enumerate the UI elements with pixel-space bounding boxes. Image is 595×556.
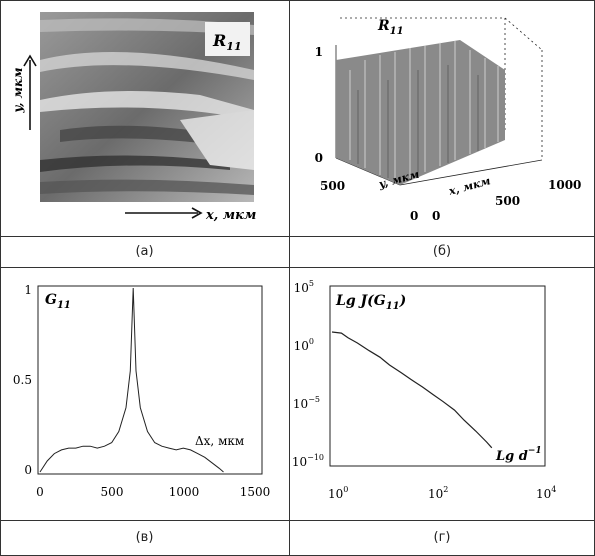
d-xtick-exp-1: 2 [443,485,448,494]
panel-d-label: Lg J(G [335,293,386,309]
spectrum-line [331,331,493,449]
panel-a-label-sub: 11 [226,40,241,53]
panel-b-surface: R11 1 0 y, мкм x, мкм 500 0 0 500 1000 [315,17,581,223]
panel-d-label-sub: 11 [386,301,400,312]
surface-shape [336,40,505,185]
c-ytick-1: 1 [24,283,32,297]
svg-text:10−10: 10−10 [292,453,324,469]
d-xtick-base-1: 10 [428,487,443,501]
y-tick-500: 500 [320,179,345,193]
caption-a: (а) [135,244,154,259]
svg-text:102: 102 [428,485,448,501]
svg-text:G11: G11 [45,292,71,311]
chart-c-series [39,287,224,473]
panel-b-label-sub: 11 [390,26,404,37]
d-ytick-exp-2: −5 [308,395,320,404]
d-ytick-base-1: 10 [294,339,309,353]
panel-c-xlabel: Δx, мкм [195,434,244,448]
d-ytick-exp-3: −10 [307,453,324,462]
d-ytick-exp-0: 5 [309,279,314,288]
x-axis-line [399,159,543,186]
c-ytick-05: 0.5 [13,373,32,387]
svg-text:Lg d−1: Lg d−1 [495,446,542,464]
panel-a-image: R11 y, мкм x, мкм [11,12,256,223]
chart-c-frame [37,285,263,475]
c-xtick-1500: 1500 [240,485,271,499]
panel-d-xlabel-sup: −1 [528,446,542,456]
svg-text:105: 105 [294,279,314,295]
d-xtick-base-0: 10 [328,487,343,501]
label-box [205,22,250,56]
d-xtick-exp-2: 4 [551,485,556,494]
g11-line [39,287,224,473]
svg-text:100: 100 [328,485,348,501]
c-xtick-1000: 1000 [169,485,200,499]
svg-text:Lg J(G11): Lg J(G11) [335,293,406,312]
panel-a-label: R [212,31,226,50]
panel-a: R11 y, мкм x, мкм [0,0,290,237]
svg-text:R11: R11 [212,31,242,53]
caption-d: (г) [433,530,451,545]
d-ytick-base-3: 10 [292,455,307,469]
panel-d-label-end: ) [399,293,407,309]
chart-d: Lg J(G11) Lg d−1 105 100 10−5 10−10 100 … [292,279,557,501]
chart-c: G11 Δx, мкм 1 0.5 0 0 500 1000 1500 [13,283,271,499]
d-xtick-base-2: 10 [536,487,551,501]
c-xtick-500: 500 [101,485,124,499]
svg-text:10−5: 10−5 [293,395,320,411]
z-tick-0: 0 [315,151,323,165]
caption-c: (в) [135,530,154,545]
y-arrow-head [23,54,37,67]
d-ytick-exp-1: 0 [309,337,314,346]
x-tick-0: 0 [432,209,440,223]
x-tick-1000: 1000 [548,178,581,192]
svg-text:R11: R11 [377,18,404,37]
z-tick-1: 1 [315,45,323,59]
svg-text:104: 104 [536,485,556,501]
panel-c-label: G [45,292,57,308]
d-ytick-base-0: 10 [294,281,309,295]
c-ytick-0: 0 [24,463,32,477]
panel-a-x-axis: x, мкм [205,208,256,223]
chart-d-frame [329,285,546,467]
svg-text:100: 100 [294,337,314,353]
chart-d-series [331,331,493,449]
y-tick-0: 0 [410,209,418,223]
panel-b: R11 1 0 y, мкм x, мкм 500 0 0 500 1000 [290,0,595,237]
d-xtick-exp-0: 0 [343,485,348,494]
x-arrow-head [191,207,203,219]
x-tick-500: 500 [495,194,520,208]
panel-b-label: R [377,18,390,34]
caption-b: (б) [432,244,452,259]
panel-d-xlabel: Lg d [495,449,528,464]
panel-a-y-axis: y, мкм [11,67,25,113]
panel-c: G11 Δx, мкм 1 0.5 0 0 500 1000 1500 [0,268,290,521]
c-xtick-0: 0 [36,485,44,499]
d-ytick-base-2: 10 [293,397,308,411]
panel-c-label-sub: 11 [57,300,71,311]
caption-row-a: (а) [0,237,290,268]
